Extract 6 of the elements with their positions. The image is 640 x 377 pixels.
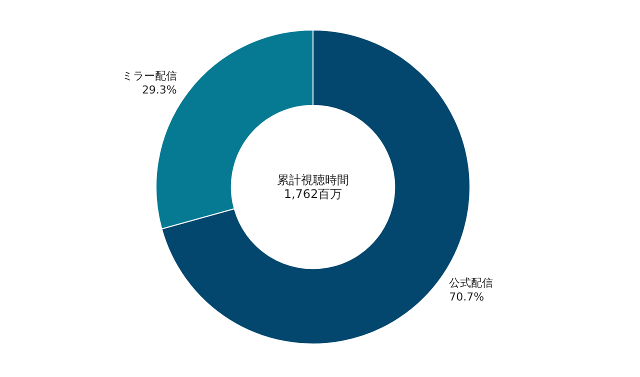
slice-label: ミラー配信 <box>122 69 177 82</box>
slice-label: 公式配信 <box>449 276 494 290</box>
data-label: 29.3% <box>142 83 177 96</box>
text: 累計視聴時間 <box>277 173 349 187</box>
text: 1,762百万 <box>284 187 342 201</box>
data-label: 70.7% <box>449 290 484 304</box>
